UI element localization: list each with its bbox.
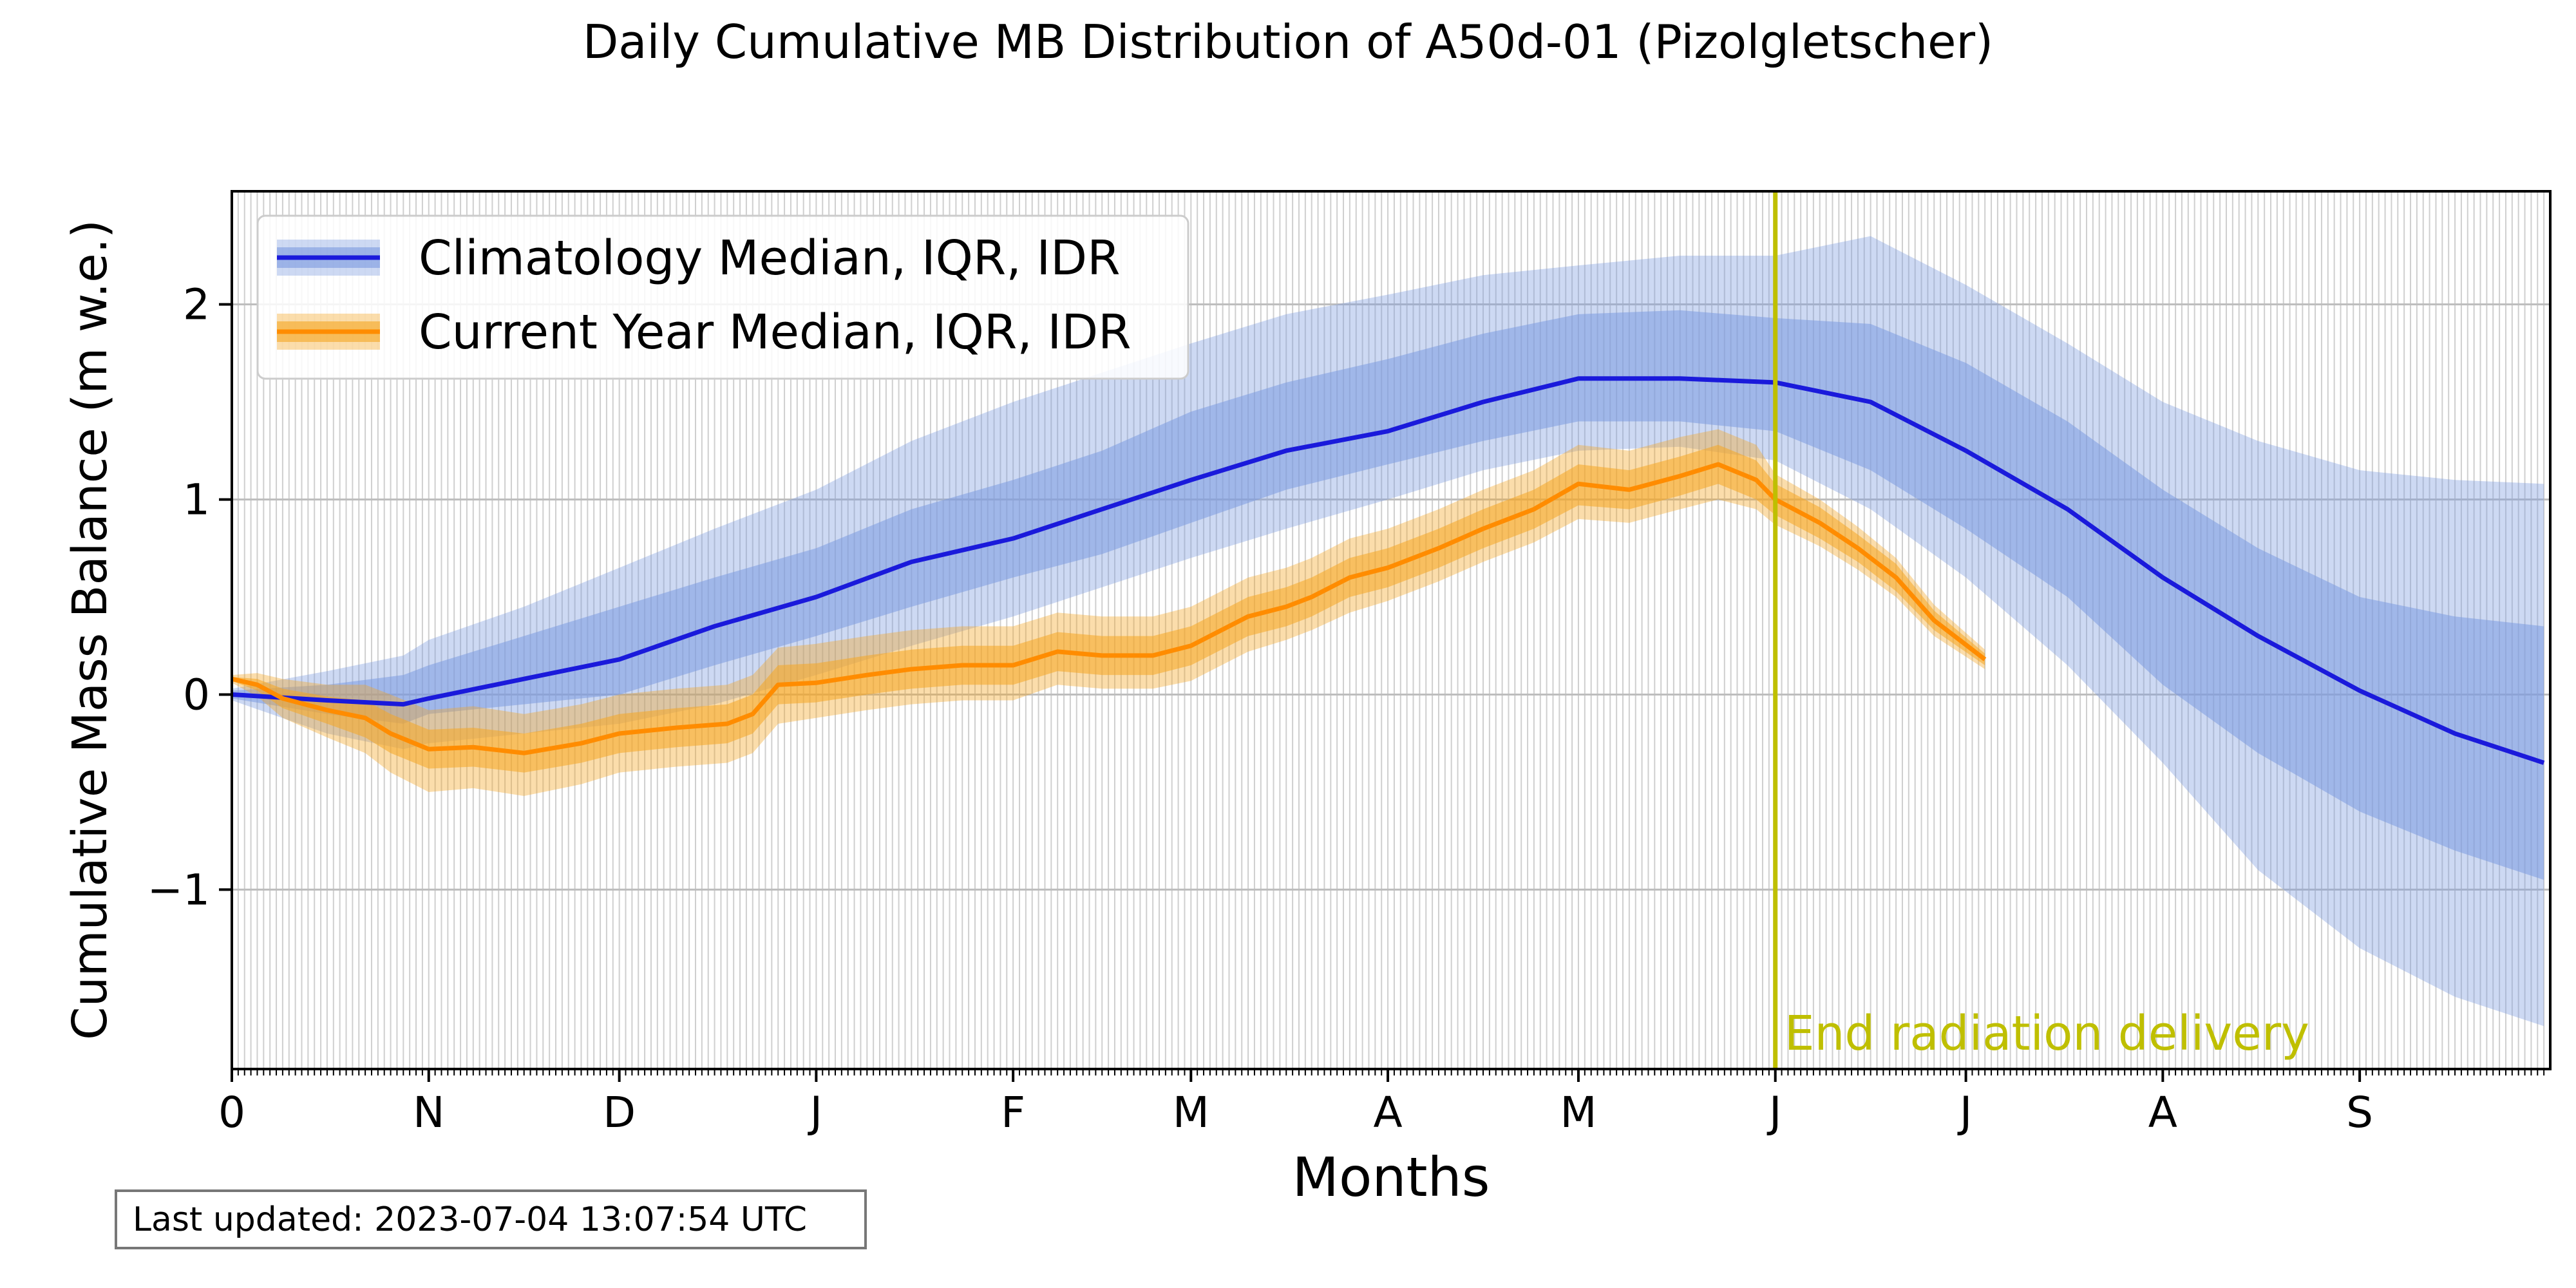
x-tick-label: M — [1173, 1088, 1209, 1137]
x-tick-label: J — [1957, 1088, 1972, 1137]
chart-title: Daily Cumulative MB Distribution of A50d… — [583, 15, 1993, 69]
last-updated-box: Last updated: 2023-07-04 13:07:54 UTC — [115, 1189, 867, 1249]
last-updated-text: Last updated: 2023-07-04 13:07:54 UTC — [133, 1200, 808, 1239]
y-axis-label: Cumulative Mass Balance (m w.e.) — [62, 220, 118, 1040]
end-radiation-marker: End radiation delivery — [1773, 191, 2309, 1069]
legend-label: Current Year Median, IQR, IDR — [419, 305, 1132, 360]
median-lines — [231, 376, 2545, 765]
y-tick-label: 0 — [183, 670, 210, 719]
legend-box — [256, 214, 1189, 380]
x-tick-label: S — [2346, 1088, 2373, 1137]
x-tick-label: 0 — [218, 1088, 245, 1137]
x-tick-label: A — [1373, 1088, 1402, 1137]
x-tick-label: A — [2148, 1088, 2177, 1137]
x-tick-label: F — [1001, 1088, 1025, 1137]
x-tick-label: M — [1560, 1088, 1596, 1137]
y-tick-label: −1 — [147, 865, 210, 914]
legend-label: Climatology Median, IQR, IDR — [419, 231, 1121, 286]
median-line-0 — [231, 376, 2545, 765]
y-axis: −1 0 1 2 — [147, 280, 232, 914]
y-tick-label: 2 — [183, 280, 210, 330]
x-axis-label: Months — [1292, 1146, 1490, 1209]
plot-frame — [231, 190, 2552, 1070]
x-tick-label: D — [603, 1088, 636, 1137]
median-line-1 — [231, 462, 1987, 755]
x-axis: 0 N D J F M A M J J A S — [218, 1069, 2545, 1137]
end-radiation-label: End radiation delivery — [1785, 1006, 2309, 1061]
x-tick-label: N — [413, 1088, 444, 1137]
x-tick-label: J — [1766, 1088, 1781, 1137]
y-tick-label: 1 — [183, 475, 210, 525]
x-tick-label: J — [808, 1088, 822, 1137]
legend: Climatology Median, IQR, IDR Current Year… — [256, 214, 1189, 380]
